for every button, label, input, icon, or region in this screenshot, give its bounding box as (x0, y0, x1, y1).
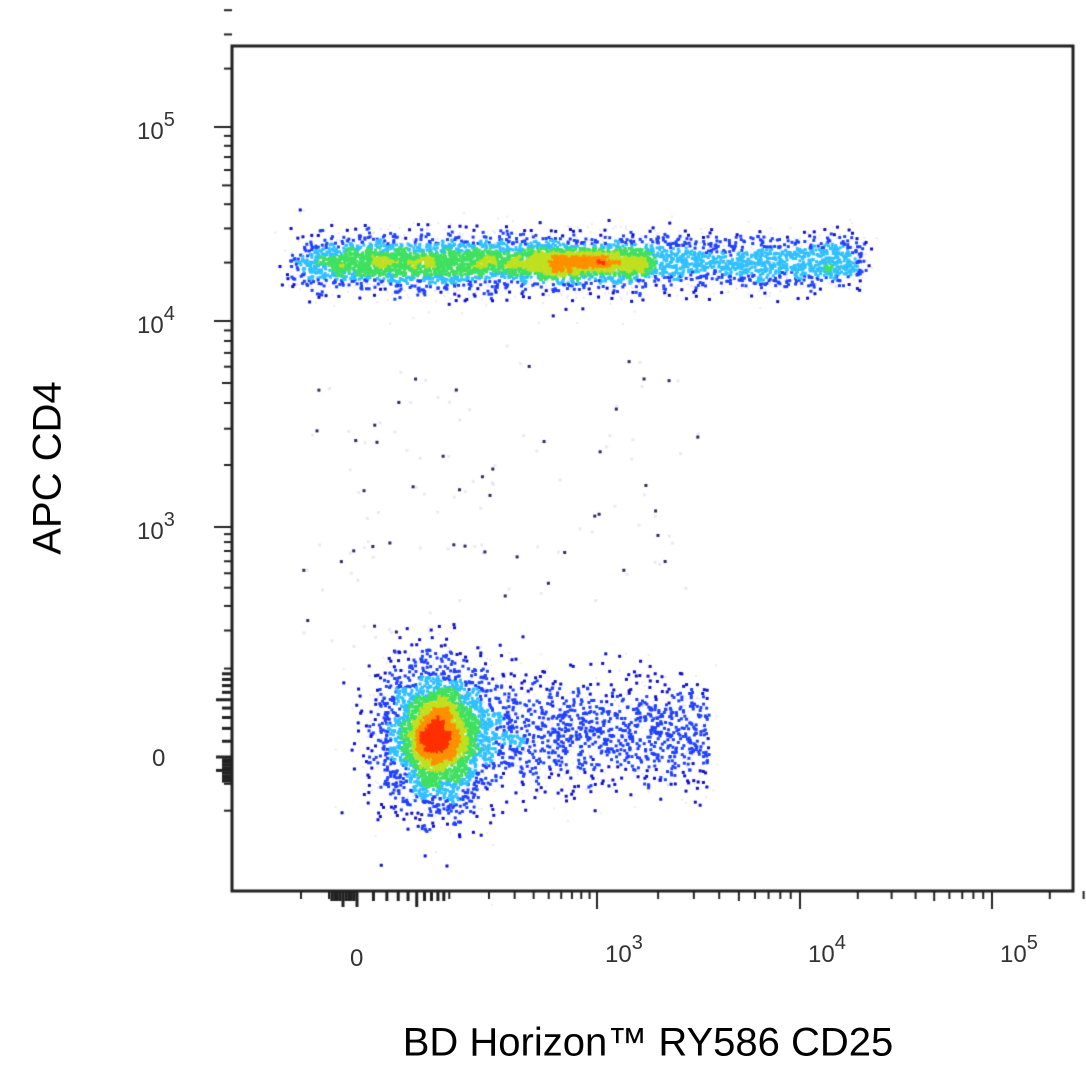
y-tick-label: 104 (137, 303, 175, 339)
x-axis-title: BD Horizon™ RY586 CD25 (402, 1020, 894, 1065)
y-tick-label: 0 (152, 745, 166, 772)
x-tick-label: 105 (1000, 932, 1038, 968)
x-tick-label: 103 (605, 932, 643, 968)
x-tick-label: 0 (350, 945, 364, 972)
x-tick-label: 104 (808, 932, 846, 968)
y-axis-title: APC CD4 (25, 381, 70, 555)
y-tick-label: 103 (137, 509, 175, 545)
y-tick-label: 105 (137, 109, 175, 145)
